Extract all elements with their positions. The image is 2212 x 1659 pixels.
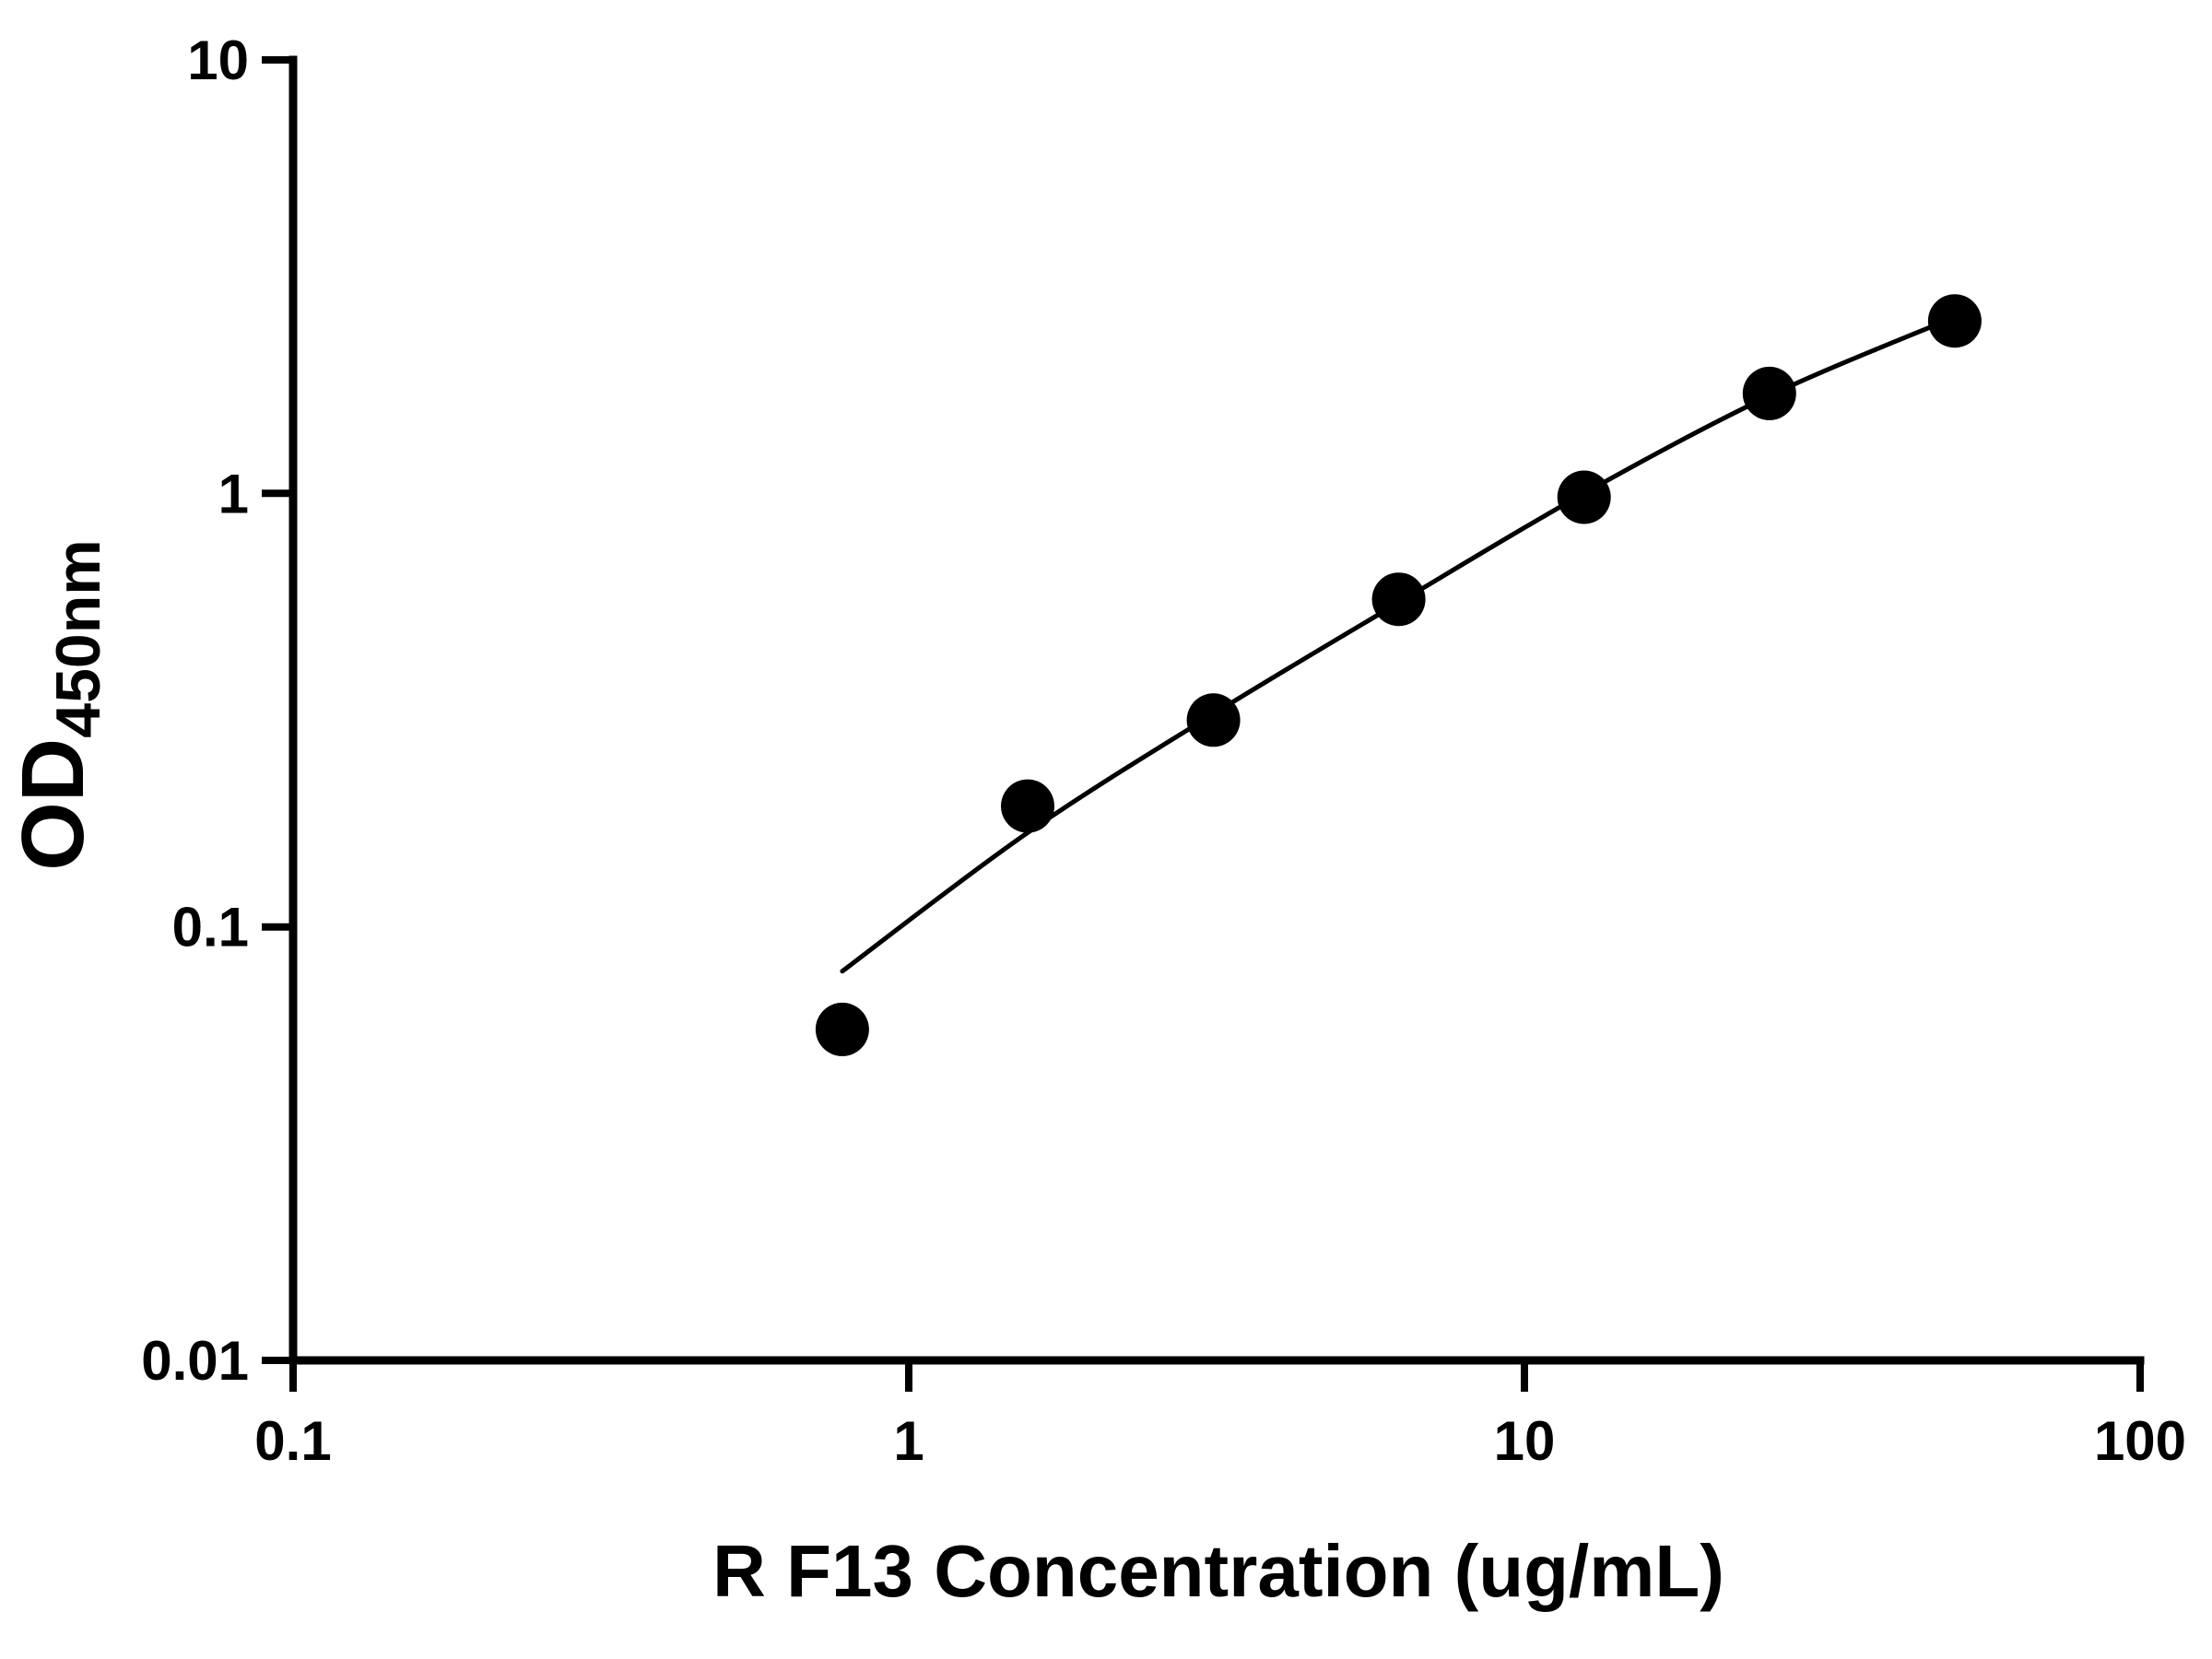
- x-tick-label: 1: [893, 1410, 924, 1472]
- x-tick-label: 100: [2094, 1410, 2186, 1472]
- data-point: [1927, 294, 1982, 348]
- y-tick-label: 10: [187, 29, 249, 91]
- data-point: [1001, 779, 1054, 833]
- x-tick-label: 10: [1494, 1410, 1556, 1472]
- data-point: [1557, 470, 1611, 524]
- y-axis-title-main: OD: [4, 738, 102, 871]
- y-tick-label: 0.1: [172, 897, 249, 959]
- data-point: [1186, 693, 1241, 747]
- y-tick-label: 1: [218, 463, 249, 524]
- data-point: [1371, 572, 1426, 627]
- y-axis-title-subscript: 450nm: [43, 539, 113, 737]
- data-point: [1742, 366, 1796, 420]
- data-point: [815, 1002, 869, 1056]
- x-tick-label: 0.1: [254, 1410, 331, 1472]
- x-axis-title: R F13 Concentration (ug/mL): [712, 1530, 1724, 1612]
- y-axis-title: OD450nm: [4, 539, 113, 870]
- y-tick-label: 0.01: [141, 1330, 249, 1392]
- fit-curve: [840, 314, 1958, 974]
- data-series: [815, 294, 1982, 1056]
